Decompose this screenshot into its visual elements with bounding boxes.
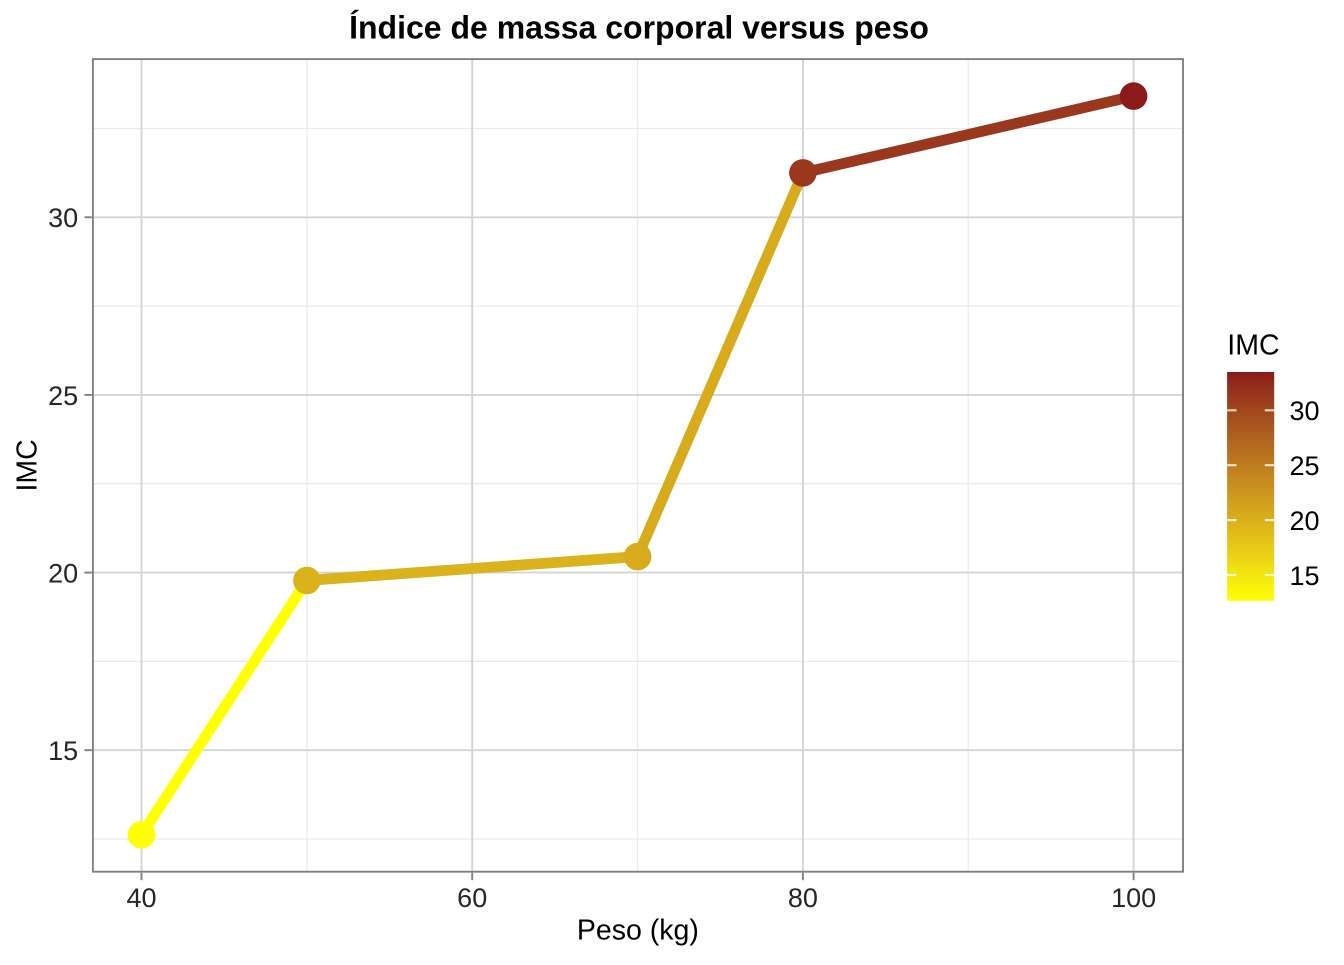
svg-text:100: 100: [1111, 883, 1156, 913]
svg-text:25: 25: [48, 381, 78, 411]
svg-text:15: 15: [1290, 561, 1320, 591]
svg-text:IMC: IMC: [12, 439, 44, 491]
svg-text:15: 15: [48, 736, 78, 766]
svg-text:20: 20: [48, 559, 78, 589]
svg-text:30: 30: [48, 203, 78, 233]
svg-text:30: 30: [1290, 396, 1320, 426]
svg-text:25: 25: [1290, 451, 1320, 481]
svg-text:80: 80: [788, 883, 818, 913]
svg-text:Índice de massa corporal versu: Índice de massa corporal versus peso: [349, 10, 929, 46]
svg-text:60: 60: [457, 883, 487, 913]
svg-text:40: 40: [126, 883, 156, 913]
svg-text:20: 20: [1290, 506, 1320, 536]
svg-text:IMC: IMC: [1227, 329, 1279, 361]
svg-text:Peso (kg): Peso (kg): [577, 915, 699, 947]
